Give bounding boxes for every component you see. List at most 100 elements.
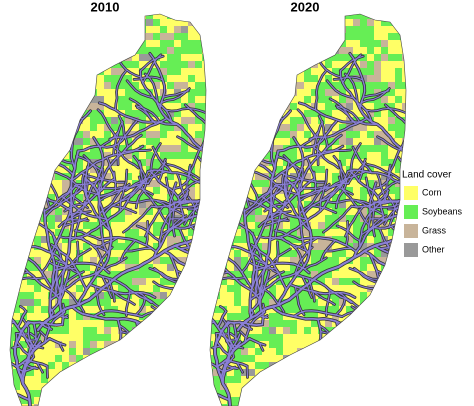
land-patch <box>125 208 132 215</box>
land-patch <box>188 26 202 33</box>
stream <box>239 199 256 319</box>
stream <box>139 55 164 72</box>
land-patch <box>55 124 62 131</box>
land-patch <box>241 152 248 159</box>
stream <box>151 306 184 334</box>
stream <box>64 201 90 212</box>
land-patch <box>234 390 241 397</box>
land-patch <box>27 131 34 138</box>
stream <box>448 256 472 265</box>
land-patch <box>20 75 27 82</box>
land-patch <box>248 257 255 264</box>
land-patch <box>188 54 202 61</box>
land-patch <box>202 334 206 341</box>
land-patch <box>402 306 406 313</box>
land-patch <box>255 14 262 19</box>
stream <box>165 107 206 116</box>
land-patch <box>125 117 132 124</box>
stream <box>464 269 471 321</box>
stream <box>173 200 206 217</box>
land-patch <box>10 54 20 61</box>
land-patch <box>111 299 125 306</box>
stream <box>442 301 449 352</box>
stream <box>302 348 331 356</box>
stream <box>451 275 466 288</box>
land-patch <box>41 390 48 397</box>
land-patch <box>395 236 402 243</box>
land-patch <box>381 26 388 33</box>
stream <box>175 281 185 302</box>
stream-outline <box>468 370 474 403</box>
stream <box>6 298 8 313</box>
land-patch <box>202 229 206 236</box>
land-patch <box>381 33 388 40</box>
stream <box>365 177 376 209</box>
stream <box>230 129 247 146</box>
land-patch <box>381 75 388 82</box>
stream <box>250 243 288 291</box>
land-patch <box>10 131 20 138</box>
land-patch <box>290 40 304 47</box>
stream-outline <box>462 204 474 210</box>
land-patch <box>283 75 297 82</box>
stream-outline <box>420 346 448 348</box>
land-patch <box>13 180 20 187</box>
stream-outline <box>385 240 406 328</box>
stream <box>98 183 130 202</box>
land-patch <box>125 376 132 383</box>
stream-outline <box>209 115 236 192</box>
stream-outline <box>413 362 445 372</box>
land-patch <box>167 110 174 117</box>
land-patch <box>360 61 367 68</box>
stream-outline <box>319 338 332 380</box>
stream <box>210 379 231 401</box>
land-patch <box>90 61 104 68</box>
stream-outline <box>444 261 474 301</box>
watershed-outline <box>209 13 407 406</box>
land-patch <box>227 40 234 47</box>
land-patch <box>62 285 76 292</box>
stream-outline <box>335 319 369 327</box>
land-patch <box>195 68 206 75</box>
stream-outline <box>449 260 469 282</box>
land-patch <box>325 250 332 257</box>
land-patch <box>318 208 332 215</box>
stream-outline <box>448 256 472 265</box>
land-patch <box>188 14 195 19</box>
stream-outline <box>133 350 165 375</box>
stream <box>429 256 464 275</box>
land-patch <box>27 166 41 173</box>
land-patch <box>381 299 395 306</box>
land-patch <box>367 271 381 278</box>
stream-outline <box>450 245 474 261</box>
stream <box>268 191 335 242</box>
stream <box>463 292 474 318</box>
stream-outline <box>178 299 196 324</box>
land-patch <box>34 173 48 180</box>
stream <box>322 205 353 233</box>
stream <box>298 102 379 126</box>
stream <box>429 322 446 344</box>
stream-outline <box>412 324 420 367</box>
land-patch <box>20 117 34 124</box>
land-patch <box>339 222 353 229</box>
land-patch <box>220 229 227 236</box>
stream <box>133 155 147 181</box>
land-patch <box>55 271 62 278</box>
stream <box>225 339 237 342</box>
land-patch <box>10 313 20 320</box>
stream <box>58 236 84 240</box>
land-patch <box>283 33 290 40</box>
land-patch <box>353 103 360 110</box>
stream-outline <box>458 294 472 319</box>
stream-outline <box>376 299 395 332</box>
land-patch <box>139 152 146 159</box>
stream <box>310 356 333 376</box>
land-patch <box>20 131 27 138</box>
stream <box>460 173 466 205</box>
stream <box>248 337 266 346</box>
stream <box>135 169 155 209</box>
stream <box>391 252 406 265</box>
land-patch <box>153 397 160 404</box>
land-patch <box>248 194 255 201</box>
